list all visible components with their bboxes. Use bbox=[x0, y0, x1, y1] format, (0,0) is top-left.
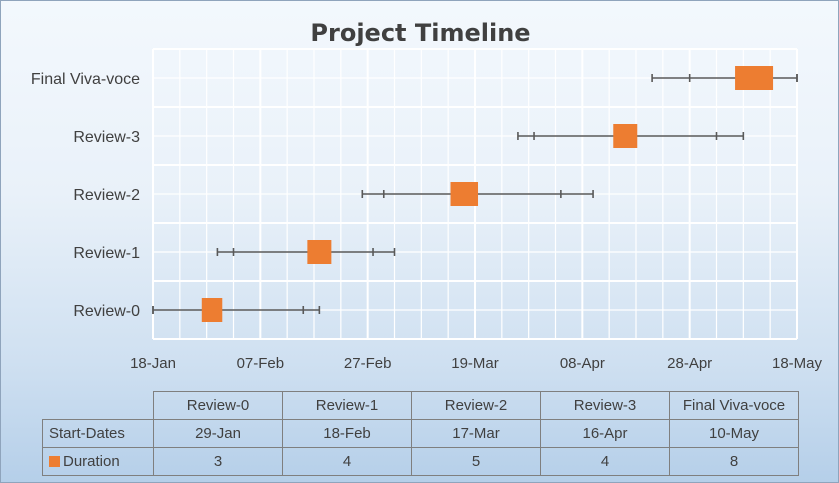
duration-marker bbox=[201, 298, 223, 322]
table-cell: 10-May bbox=[669, 419, 799, 448]
table-cell: 5 bbox=[411, 447, 541, 476]
table-cell: 3 bbox=[153, 447, 283, 476]
x-tick-label: 19-Mar bbox=[451, 355, 499, 372]
table-header-cell: Review-0 bbox=[153, 391, 283, 420]
chart-title: Project Timeline bbox=[310, 19, 531, 47]
table-cell: 29-Jan bbox=[153, 419, 283, 448]
duration-marker bbox=[450, 182, 479, 206]
table-row: Start-Dates 29-Jan 18-Feb 17-Mar 16-Apr … bbox=[42, 419, 799, 448]
table-header-cell: Final Viva-voce bbox=[669, 391, 799, 420]
duration-marker bbox=[735, 66, 774, 90]
y-category-label: Final Viva-voce bbox=[31, 71, 140, 88]
legend-key-icon bbox=[49, 456, 60, 467]
table-row-label: Duration bbox=[42, 447, 154, 476]
table-cell: 4 bbox=[540, 447, 670, 476]
table-cell: 8 bbox=[669, 447, 799, 476]
table-header-cell: Review-2 bbox=[411, 391, 541, 420]
x-tick-label: 08-Apr bbox=[560, 355, 605, 372]
table-header-cell: Review-3 bbox=[540, 391, 670, 420]
table-header-cell: Review-1 bbox=[282, 391, 412, 420]
table-header-row: Review-0 Review-1 Review-2 Review-3 Fina… bbox=[42, 391, 799, 420]
table-cell: 18-Feb bbox=[282, 419, 412, 448]
x-tick-label: 07-Feb bbox=[237, 355, 285, 372]
y-category-label: Review-1 bbox=[73, 245, 140, 262]
y-category-label: Review-2 bbox=[73, 187, 140, 204]
table-cell: 4 bbox=[282, 447, 412, 476]
x-tick-label: 18-Jan bbox=[130, 355, 176, 372]
legend-label: Duration bbox=[63, 453, 120, 470]
x-tick-label: 27-Feb bbox=[344, 355, 392, 372]
duration-marker bbox=[307, 240, 332, 264]
y-category-label: Review-0 bbox=[73, 303, 140, 320]
table-row-label: Start-Dates bbox=[42, 419, 154, 448]
duration-marker bbox=[613, 124, 638, 148]
table-cell: 17-Mar bbox=[411, 419, 541, 448]
x-tick-label: 28-Apr bbox=[667, 355, 712, 372]
table-row: Duration 3 4 5 4 8 bbox=[42, 447, 799, 476]
data-table: Review-0 Review-1 Review-2 Review-3 Fina… bbox=[42, 391, 799, 476]
y-category-label: Review-3 bbox=[73, 129, 140, 146]
x-tick-label: 18-May bbox=[772, 355, 823, 372]
table-cell: 16-Apr bbox=[540, 419, 670, 448]
table-corner bbox=[42, 391, 154, 420]
